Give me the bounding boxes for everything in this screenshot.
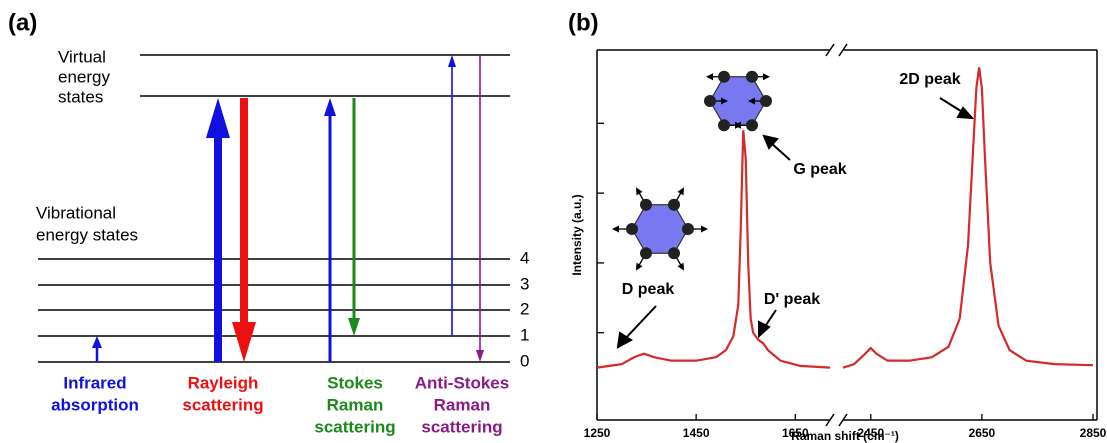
displacement-head [636,187,643,196]
atom [640,198,652,211]
atom [760,95,772,107]
process-label: Raman [327,395,384,414]
virtual-label: energy [58,67,110,86]
annotation: 2D peak [899,71,960,88]
displacement-head [636,262,643,271]
displacement-head [721,97,728,105]
process-label: scattering [314,417,395,436]
displacement-head [612,225,619,233]
x-tick-label: 1450 [683,426,710,440]
displacement-head [706,73,713,81]
displacement-head [734,121,741,129]
lattice-insets [612,70,772,271]
atom [626,223,638,235]
process-label: Stokes [327,373,383,392]
spectrum-line [596,130,831,369]
process-label: scattering [421,417,502,436]
annotation: D' peak [764,291,820,308]
atom [746,70,758,83]
arrow-head [448,55,456,67]
annotation: D peak [622,281,675,298]
arrow-head [476,350,484,362]
annotation-arrows [616,97,975,349]
displacement-head [763,73,770,81]
process-label: absorption [51,395,139,414]
y-axis-label: Intensity (a.u.) [570,194,584,275]
atom [640,247,652,260]
axes-frame [596,43,1098,427]
atom [668,198,680,211]
atom [746,119,758,132]
process-label: Raman [434,395,491,414]
arrow-head [232,322,256,362]
process-label: Infrared [63,373,126,392]
x-tick-label: 2850 [1080,426,1107,440]
level-number: 1 [520,325,529,344]
panel-label: (b) [568,9,599,36]
arrow-head [206,98,230,138]
hexagon [631,204,689,254]
displacement-head [677,187,684,196]
level-number: 2 [520,299,529,318]
arrow-head [324,98,336,116]
x-tick-label: 2450 [857,426,884,440]
x-tick-label: 2650 [969,426,996,440]
atom [718,119,730,132]
annotation: G peak [793,161,846,178]
virtual-label: Virtual [58,47,106,66]
transition-arrows [92,55,484,362]
process-label: scattering [182,395,263,414]
virtual-label: states [58,87,103,106]
panel-label: (a) [8,9,37,36]
x-tick-label: 1650 [782,426,809,440]
arrow-head [348,318,360,336]
vibrational-label: Vibrational [36,203,116,222]
atom [704,95,716,107]
spectrum-line [842,67,1094,369]
atom [682,223,694,235]
displacement-head [701,225,708,233]
level-number: 4 [520,248,529,267]
atom [668,247,680,260]
x-tick-label: 1250 [584,426,611,440]
x-axis-label: Raman shift (cm⁻¹) [791,429,899,443]
level-number: 0 [520,351,529,370]
displacement-head [677,262,684,271]
displacement-head [748,97,755,105]
energy-levels [38,54,510,363]
vibrational-label: energy states [36,225,138,244]
process-label: Rayleigh [188,373,259,392]
level-number: 3 [520,274,529,293]
arrow-head [92,336,102,348]
process-label: Anti-Stokes [415,373,509,392]
atom [718,70,730,83]
